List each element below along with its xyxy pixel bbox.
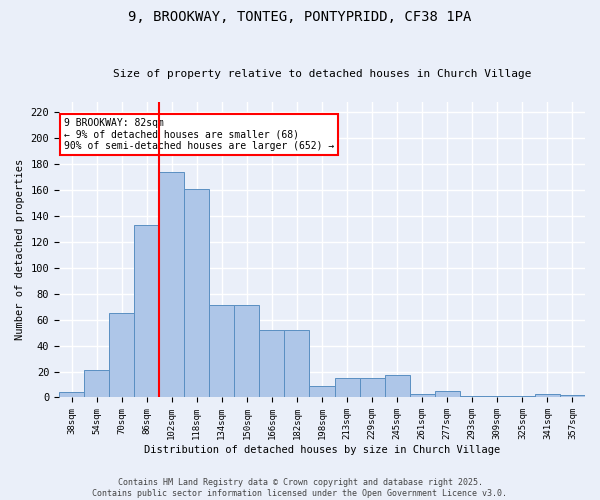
- Bar: [560, 395, 585, 398]
- Bar: [535, 394, 560, 398]
- Bar: [259, 330, 284, 398]
- Bar: [335, 378, 359, 398]
- Bar: [184, 189, 209, 398]
- Y-axis label: Number of detached properties: Number of detached properties: [15, 159, 25, 340]
- Text: 9, BROOKWAY, TONTEG, PONTYPRIDD, CF38 1PA: 9, BROOKWAY, TONTEG, PONTYPRIDD, CF38 1P…: [128, 10, 472, 24]
- Bar: [359, 378, 385, 398]
- Bar: [284, 330, 310, 398]
- Bar: [209, 306, 235, 398]
- Bar: [134, 225, 159, 398]
- Bar: [485, 396, 510, 398]
- Bar: [84, 370, 109, 398]
- Bar: [385, 376, 410, 398]
- Bar: [310, 386, 335, 398]
- Bar: [510, 396, 535, 398]
- Bar: [235, 306, 259, 398]
- Bar: [410, 394, 435, 398]
- Bar: [460, 396, 485, 398]
- Bar: [159, 172, 184, 398]
- Bar: [59, 392, 84, 398]
- Text: Contains HM Land Registry data © Crown copyright and database right 2025.
Contai: Contains HM Land Registry data © Crown c…: [92, 478, 508, 498]
- Bar: [109, 313, 134, 398]
- X-axis label: Distribution of detached houses by size in Church Village: Distribution of detached houses by size …: [144, 445, 500, 455]
- Text: 9 BROOKWAY: 82sqm
← 9% of detached houses are smaller (68)
90% of semi-detached : 9 BROOKWAY: 82sqm ← 9% of detached house…: [64, 118, 335, 152]
- Title: Size of property relative to detached houses in Church Village: Size of property relative to detached ho…: [113, 69, 531, 79]
- Bar: [435, 391, 460, 398]
